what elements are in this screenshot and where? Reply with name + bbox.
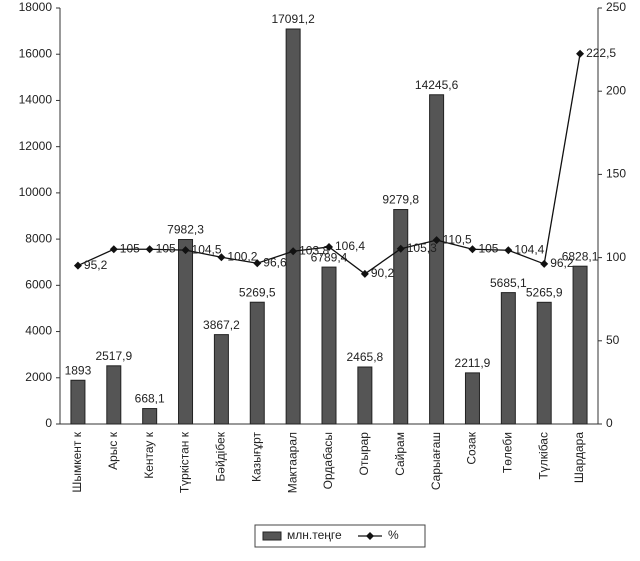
line-marker [289, 247, 298, 256]
line-marker [253, 259, 262, 268]
line-value-label: 222,5 [586, 46, 616, 60]
bar-value-label: 1893 [65, 363, 92, 377]
y2-tick-label: 200 [606, 83, 626, 97]
line-marker [109, 245, 118, 254]
bar-value-label: 5269,5 [239, 285, 276, 299]
line-marker [217, 253, 226, 262]
bar [178, 239, 194, 425]
bar [106, 365, 122, 425]
legend-box [254, 524, 426, 548]
y-tick-label: 2000 [25, 370, 52, 384]
bar-value-label: 5265,9 [526, 285, 563, 299]
bar-value-label: 2517,9 [95, 349, 132, 363]
line-value-label: 105 [156, 241, 176, 255]
bar-value-label: 5685,1 [490, 276, 527, 290]
line-value-label: 96,2 [550, 256, 574, 270]
bar-value-label: 6828,1 [562, 249, 599, 263]
y-tick-label: 18000 [19, 0, 53, 14]
line-value-label: 104,5 [192, 242, 222, 256]
x-tick-label: Түркістан к [178, 431, 192, 493]
y2-tick-label: 50 [606, 333, 620, 347]
y-tick-label: 12000 [19, 139, 53, 153]
x-tick-label: Ордабасы [321, 432, 335, 489]
bar [572, 265, 588, 425]
bar-value-label: 9279,8 [382, 193, 419, 207]
bar [536, 301, 552, 425]
line-value-label: 96,6 [263, 255, 287, 269]
bar [142, 408, 158, 425]
bar-value-label: 17091,2 [271, 12, 315, 26]
line-value-label: 110,5 [443, 232, 472, 246]
y2-tick-label: 100 [606, 250, 626, 264]
y-tick-label: 10000 [19, 185, 53, 199]
legend-swatch [262, 531, 282, 541]
line-series [77, 53, 581, 275]
bar-value-label: 2211,9 [455, 356, 491, 370]
y-tick-label: 6000 [25, 278, 52, 292]
bar [321, 266, 337, 425]
legend-label: % [388, 528, 399, 542]
x-tick-label: Отырар [357, 432, 371, 476]
bar [393, 209, 409, 425]
x-tick-label: Казығұрт [249, 432, 263, 482]
x-tick-label: Түлкібас [536, 432, 550, 480]
line-marker [181, 246, 190, 255]
x-tick-label: Мактаарал [285, 432, 299, 493]
bar-value-label: 668,1 [135, 392, 165, 406]
legend-marker [366, 532, 374, 540]
line-marker [360, 269, 369, 278]
line-value-label: 105,3 [407, 241, 437, 255]
line-value-label: 106,4 [335, 239, 365, 253]
line-value-label: 104,4 [514, 242, 544, 256]
y-tick-label: 14000 [19, 93, 53, 107]
y-tick-label: 0 [45, 416, 52, 430]
x-tick-label: Сайрам [393, 432, 407, 476]
bar [464, 372, 480, 425]
line-marker [396, 244, 405, 253]
bar-value-label: 2465,8 [347, 350, 384, 364]
bar [285, 28, 301, 425]
bar-value-label: 7982,3 [167, 223, 204, 237]
line-value-label: 95,2 [84, 258, 108, 272]
y2-tick-label: 0 [606, 416, 613, 430]
line-value-label: 105 [478, 241, 498, 255]
y2-tick-label: 250 [606, 0, 626, 14]
bar [357, 366, 373, 425]
y-tick-label: 16000 [19, 46, 53, 60]
bar [249, 301, 265, 425]
bar [213, 334, 229, 425]
bar-value-label: 14245,6 [415, 78, 459, 92]
y2-tick-label: 150 [606, 167, 626, 181]
bar [429, 94, 445, 425]
line-value-label: 100,2 [227, 249, 257, 263]
x-tick-label: Созак [465, 431, 479, 464]
line-marker [73, 261, 82, 270]
bar [70, 379, 86, 425]
x-tick-label: Төлеби [501, 432, 515, 473]
legend-label: млн.теңге [287, 528, 342, 542]
line-marker [145, 245, 154, 254]
x-tick-label: Шардара [572, 432, 586, 483]
bar-value-label: 3867,2 [203, 318, 240, 332]
line-marker [576, 49, 585, 58]
bar [500, 292, 516, 425]
x-tick-label: Шымкент к [70, 431, 84, 492]
line-marker [468, 245, 477, 254]
y-tick-label: 4000 [25, 324, 52, 338]
line-marker [432, 236, 441, 245]
y-tick-label: 8000 [25, 231, 52, 245]
line-value-label: 103,8 [299, 243, 329, 257]
line-value-label: 90,2 [371, 266, 395, 280]
x-tick-label: Кентау к [142, 431, 156, 479]
x-tick-label: Сарыағаш [429, 432, 443, 490]
line-marker [325, 242, 333, 251]
line-marker [540, 259, 549, 268]
line-marker [504, 246, 513, 255]
x-tick-label: Бәйдібек [214, 431, 228, 481]
line-value-label: 105 [120, 241, 140, 255]
x-tick-label: Арыс к [106, 431, 120, 470]
